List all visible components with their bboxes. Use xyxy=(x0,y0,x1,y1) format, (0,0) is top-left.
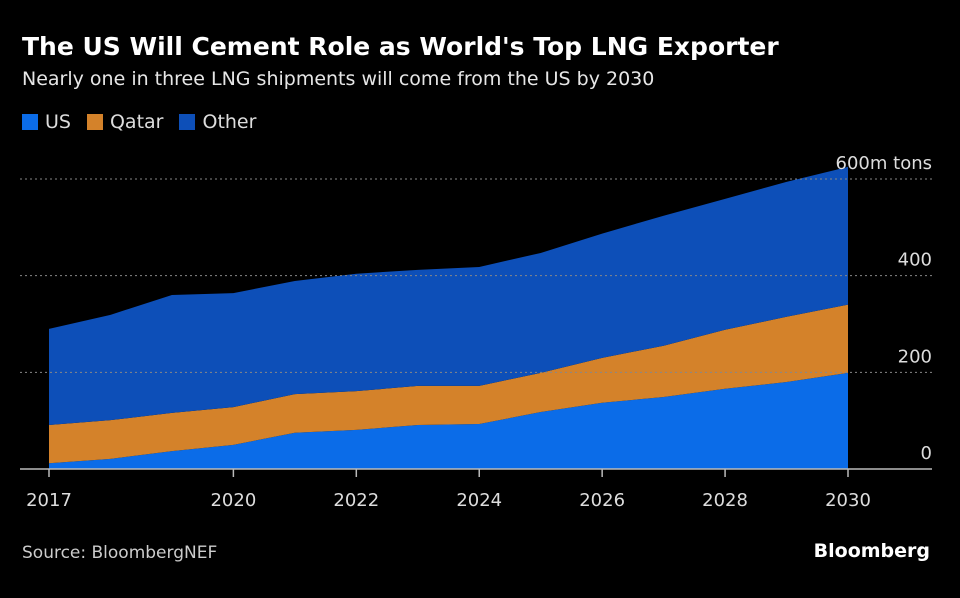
legend-item-us: US xyxy=(22,111,71,133)
legend-swatch-us xyxy=(22,114,38,130)
bloomberg-logo: Bloomberg xyxy=(813,540,930,562)
chart-title: The US Will Cement Role as World's Top L… xyxy=(22,32,779,61)
legend-item-other: Other xyxy=(179,111,256,133)
y-tick-label: 600m tons xyxy=(836,153,932,174)
legend-swatch-other xyxy=(179,114,196,130)
y-tick-label: 0 xyxy=(921,443,932,464)
x-tick-label: 2020 xyxy=(210,490,256,511)
legend-item-qatar: Qatar xyxy=(86,111,164,133)
area-us xyxy=(49,372,848,469)
area-other xyxy=(49,166,848,426)
area-qatar xyxy=(49,304,848,464)
legend-swatch-qatar xyxy=(86,114,103,130)
legend-label-qatar: Qatar xyxy=(109,111,164,133)
legend-label-other: Other xyxy=(202,111,257,133)
legend-label-us: US xyxy=(45,111,71,133)
x-tick-label: 2026 xyxy=(579,490,625,511)
x-tick-label: 2028 xyxy=(702,490,748,511)
y-tick-label: 400 xyxy=(898,250,932,271)
x-tick-label: 2024 xyxy=(456,490,502,511)
legend: US Qatar Other xyxy=(22,111,256,133)
y-tick-label: 200 xyxy=(898,346,932,367)
chart-subtitle: Nearly one in three LNG shipments will c… xyxy=(22,68,655,90)
x-tick-label: 2022 xyxy=(333,490,379,511)
x-tick-label: 2030 xyxy=(825,490,871,511)
source-note: Source: BloombergNEF xyxy=(22,543,218,563)
x-tick-label: 2017 xyxy=(26,490,72,511)
